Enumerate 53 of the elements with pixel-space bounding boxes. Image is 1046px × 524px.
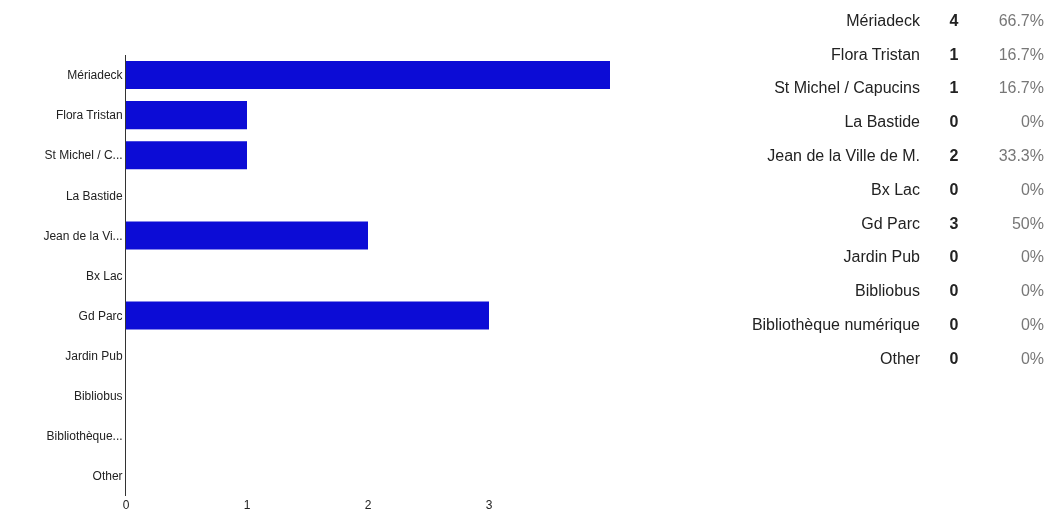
text: 1 [948, 44, 960, 65]
text: 3 [948, 213, 960, 234]
text: 0% [1019, 179, 1044, 200]
y-tick-label: Jardin Pub [65, 348, 123, 363]
text: 0% [1019, 247, 1044, 268]
text: La Bastide [843, 112, 920, 133]
text: 0 [948, 112, 960, 133]
bar [126, 61, 610, 90]
text: Flora Tristan [830, 44, 920, 65]
text: 0 [948, 179, 960, 200]
text: 0% [1019, 348, 1044, 369]
text: St Michel / Capucins [773, 78, 920, 99]
text: 0% [1019, 112, 1044, 133]
text: 66.7% [997, 10, 1044, 31]
text: 33.3% [997, 146, 1044, 167]
text: Jean de la Ville de M. [766, 146, 920, 167]
y-tick-label: Mériadeck [67, 68, 124, 83]
text: 16.7% [997, 78, 1044, 99]
y-tick-label: Gd Parc [78, 308, 123, 323]
y-tick-label: Other [92, 469, 123, 484]
text: Other [879, 348, 920, 369]
text: Bx Lac [870, 179, 920, 200]
text: 4 [948, 10, 960, 31]
y-tick-label: Bx Lac [85, 268, 123, 283]
x-tick-label: 1 [243, 498, 251, 512]
bar [126, 301, 489, 330]
x-tick-label: 2 [364, 498, 372, 512]
y-tick-label: La Bastide [65, 188, 123, 203]
x-tick-label: 0 [122, 498, 130, 512]
text: Jardin Pub [842, 247, 920, 268]
text: Bibliothèque numérique [750, 315, 920, 336]
bar [126, 101, 247, 130]
text: 50% [1010, 213, 1044, 234]
x-tick-label: 3 [485, 498, 493, 512]
text: 0 [948, 247, 960, 268]
text: 2 [948, 146, 960, 167]
text: 0% [1019, 281, 1044, 302]
text: 1 [948, 78, 960, 99]
text: 0 [948, 348, 960, 369]
y-tick-label: Bibliobus [73, 388, 123, 403]
y-tick-label: Bibliothèque... [46, 429, 123, 444]
text: Mériadeck [845, 10, 920, 31]
text: 16.7% [997, 44, 1044, 65]
text: 0 [948, 281, 960, 302]
text: 0% [1019, 315, 1044, 336]
y-tick-label: St Michel / C... [44, 148, 123, 163]
bar [126, 221, 368, 250]
text: Gd Parc [860, 213, 920, 234]
y-tick-label: Flora Tristan [55, 108, 123, 123]
text: 0 [948, 315, 960, 336]
y-tick-label: Jean de la Vi... [43, 228, 123, 243]
bar [126, 141, 247, 170]
text: Bibliobus [854, 281, 920, 302]
